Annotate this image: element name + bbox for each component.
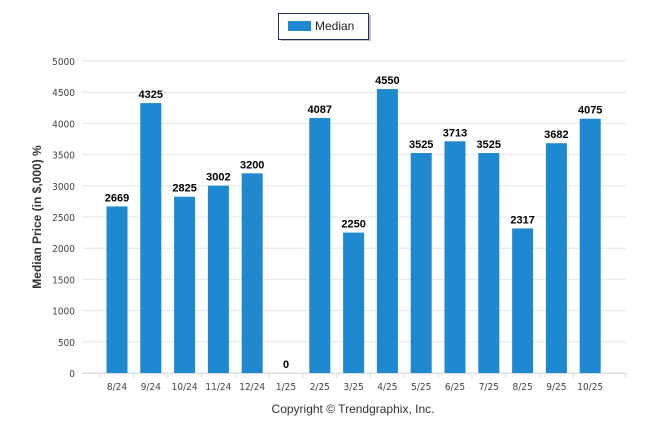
data-label: 3525 <box>409 139 433 151</box>
y-tick-label: 4500 <box>52 88 75 99</box>
bar <box>343 232 365 373</box>
copyright: Copyright © Trendgraphix, Inc. <box>272 402 435 416</box>
x-tick-label: 8/24 <box>107 382 127 393</box>
data-label: 3525 <box>477 139 501 151</box>
x-tick-label: 9/25 <box>546 382 566 393</box>
data-label: 4325 <box>139 89 163 101</box>
legend-swatch <box>288 21 311 31</box>
x-tick-label: 1/25 <box>276 382 296 393</box>
bar <box>241 173 263 373</box>
bar <box>376 89 398 373</box>
y-tick-label: 2000 <box>52 244 75 255</box>
legend[interactable]: Median <box>278 13 372 42</box>
y-tick-label: 0 <box>69 369 75 380</box>
data-label: 2669 <box>105 192 129 204</box>
legend-label: Median <box>315 19 354 33</box>
data-label: 3713 <box>443 127 467 139</box>
data-label: 3200 <box>240 159 264 171</box>
y-tick-label: 3000 <box>52 182 75 193</box>
bar <box>579 118 601 373</box>
bar <box>174 196 196 373</box>
data-label: 4550 <box>375 75 399 87</box>
y-tick-label: 2500 <box>52 213 75 224</box>
data-label: 2317 <box>510 214 534 226</box>
data-label: 3682 <box>544 129 568 141</box>
bar <box>140 103 162 374</box>
data-label: 2250 <box>341 219 365 231</box>
x-tick-label: 5/25 <box>411 382 431 393</box>
x-tick-label: 3/25 <box>343 382 363 393</box>
bar <box>478 153 500 373</box>
y-axis-title: Median Price (in $,000) % <box>30 145 44 289</box>
bar <box>309 117 331 374</box>
x-tick-label: 9/24 <box>141 382 161 393</box>
data-label: 4075 <box>578 105 602 117</box>
x-tick-label: 12/24 <box>239 382 265 393</box>
x-tick-label: 10/24 <box>172 382 198 393</box>
y-tick-label: 500 <box>58 338 75 349</box>
bar <box>207 185 229 373</box>
x-tick-label: 2/25 <box>310 382 330 393</box>
bar <box>545 143 567 373</box>
y-tick-label: 3500 <box>52 151 75 162</box>
y-tick-label: 4000 <box>52 119 75 130</box>
bar <box>410 153 432 373</box>
y-tick-label: 1000 <box>52 307 75 318</box>
data-label: 3002 <box>206 172 230 184</box>
bar <box>106 206 128 373</box>
x-tick-label: 10/25 <box>577 382 603 393</box>
x-tick-label: 4/25 <box>377 382 397 393</box>
bar <box>512 228 534 373</box>
data-label: 4087 <box>308 104 332 116</box>
y-tick-label: 1500 <box>52 275 75 286</box>
x-tick-label: 7/25 <box>479 382 499 393</box>
bar <box>444 141 466 373</box>
data-label: 2825 <box>172 183 196 195</box>
y-tick-label: 5000 <box>52 57 75 68</box>
x-tick-label: 6/25 <box>445 382 465 393</box>
data-label: 0 <box>283 359 289 371</box>
x-tick-label: 11/24 <box>205 382 231 393</box>
x-tick-label: 8/25 <box>512 382 532 393</box>
